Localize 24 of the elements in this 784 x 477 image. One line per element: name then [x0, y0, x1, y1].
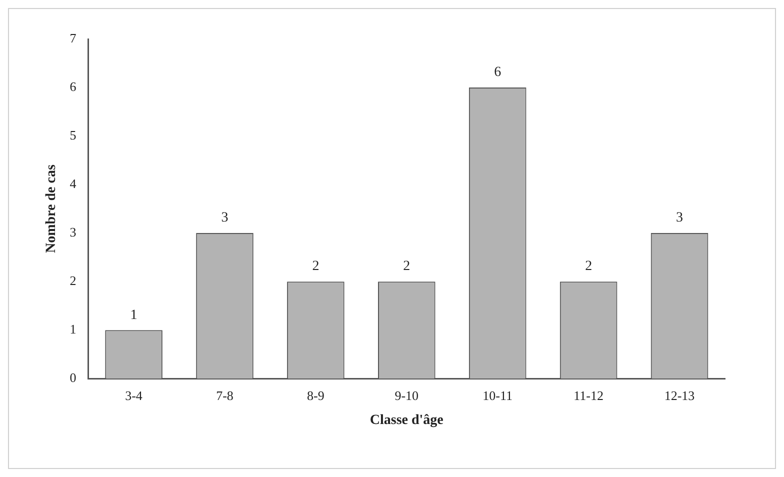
y-tick-label: 7 — [70, 30, 77, 46]
y-tick-label: 0 — [70, 370, 76, 386]
x-tick-label: 7-8 — [216, 388, 234, 403]
data-label: 6 — [494, 65, 502, 80]
y-tick-label: 6 — [70, 78, 77, 94]
y-axis-title: Nombre de cas — [44, 164, 60, 254]
x-tick-label: 11-12 — [574, 388, 604, 403]
data-label: 2 — [585, 259, 592, 274]
x-tick-label: 8-9 — [307, 388, 324, 403]
y-tick-label: 2 — [70, 272, 76, 288]
x-tick-label: 12-13 — [664, 388, 695, 403]
y-tick-label: 3 — [70, 224, 76, 240]
x-tick-label: 9-10 — [394, 388, 419, 403]
y-tick-label: 5 — [70, 127, 76, 142]
y-tick-label: 4 — [70, 176, 77, 191]
data-label: 1 — [130, 308, 138, 323]
x-tick-label: 3-4 — [125, 388, 143, 403]
data-label: 2 — [403, 259, 410, 274]
data-label: 3 — [221, 210, 228, 226]
data-label: 2 — [312, 259, 320, 274]
y-tick-label: 1 — [70, 322, 76, 337]
x-tick-label: 10-11 — [482, 388, 513, 403]
data-label: 3 — [676, 210, 684, 226]
x-axis-title: Classe d'âge — [370, 413, 444, 428]
